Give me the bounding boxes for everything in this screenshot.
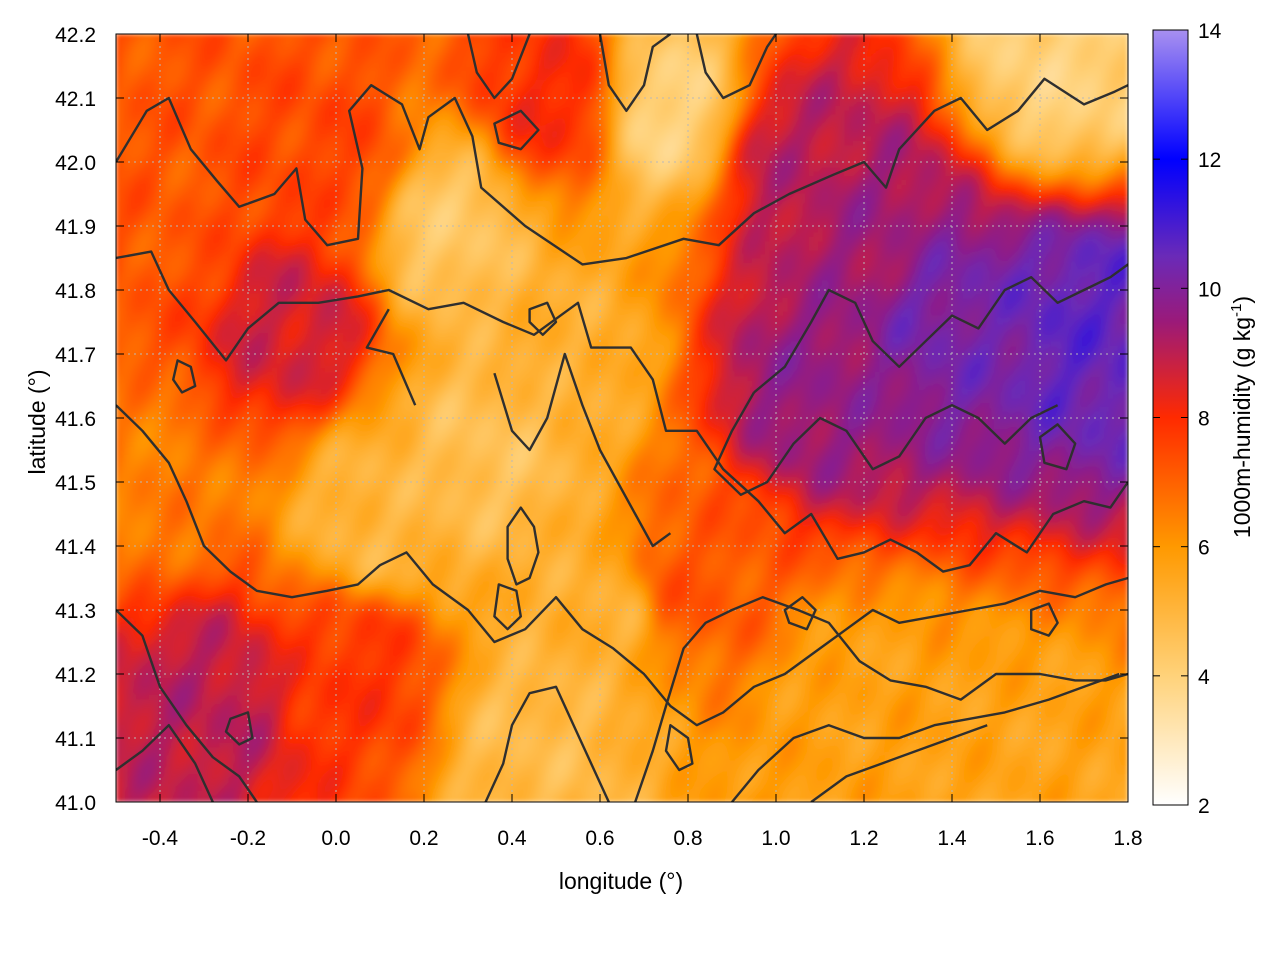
x-axis: -0.4 -0.2 0.0 0.2 0.4 0.6 0.8 1.0 1.2 1.4 1.6 1.8 bbox=[142, 34, 1143, 850]
y-tick-label: 41.2 bbox=[55, 664, 96, 687]
x-tick-label: -0.2 bbox=[230, 827, 266, 850]
colorbar-tick-label: 12 bbox=[1198, 149, 1221, 172]
x-tick-label: 0.0 bbox=[321, 827, 350, 850]
contour-line bbox=[695, 34, 777, 100]
colorbar-tick-label: 6 bbox=[1198, 537, 1210, 560]
contour-loop bbox=[493, 583, 522, 631]
contour-line bbox=[116, 609, 258, 802]
contour-line bbox=[116, 404, 1128, 727]
colorbar-tick-label: 2 bbox=[1198, 795, 1210, 818]
contour-loop bbox=[1030, 602, 1059, 637]
x-tick-label: 0.2 bbox=[409, 827, 438, 850]
contour-loop bbox=[493, 109, 540, 151]
contour-line bbox=[116, 724, 214, 802]
contour-line bbox=[493, 352, 672, 548]
y-axis: 41.0 41.1 41.2 41.3 41.4 41.5 41.6 41.7 41.8 41.9… bbox=[55, 24, 1128, 815]
y-tick-label: 41.0 bbox=[55, 792, 96, 815]
x-tick-label: 0.8 bbox=[673, 827, 702, 850]
colorbar-tick-label: 4 bbox=[1198, 666, 1210, 689]
y-tick-label: 41.7 bbox=[55, 344, 96, 367]
y-tick-label: 42.1 bbox=[55, 88, 96, 111]
contour-line bbox=[484, 685, 610, 802]
contour-line bbox=[753, 263, 1128, 394]
contour-line bbox=[713, 391, 1059, 496]
x-tick-label: 0.4 bbox=[497, 827, 527, 850]
contour-line bbox=[116, 77, 1128, 266]
y-axis-label: latitude (°) bbox=[24, 369, 50, 474]
x-tick-label: 1.6 bbox=[1025, 827, 1054, 850]
contour-line bbox=[365, 308, 417, 406]
contour-line bbox=[598, 34, 672, 112]
contour-line bbox=[466, 34, 531, 100]
x-tick-label: 1.8 bbox=[1113, 827, 1142, 850]
y-tick-label: 41.9 bbox=[55, 216, 96, 239]
contour-loop bbox=[224, 711, 254, 746]
contour-line bbox=[731, 672, 1120, 802]
x-axis-label: longitude (°) bbox=[559, 868, 683, 894]
colorbar-label: 1000m-humidity (g kg-1) bbox=[1228, 296, 1255, 538]
y-tick-label: 41.5 bbox=[55, 472, 96, 495]
x-tick-label: 1.4 bbox=[937, 827, 967, 850]
plot-area bbox=[116, 34, 1128, 802]
contour-line bbox=[116, 250, 1128, 573]
y-tick-label: 41.8 bbox=[55, 280, 96, 303]
y-tick-label: 42.2 bbox=[55, 24, 96, 47]
contour-loop bbox=[1038, 423, 1077, 471]
contour-loop bbox=[528, 301, 558, 336]
contour-line bbox=[634, 596, 1128, 802]
y-tick-label: 42.0 bbox=[55, 152, 96, 175]
grid bbox=[116, 34, 1128, 802]
contour-loop bbox=[172, 359, 197, 394]
colorbar-tick-label: 10 bbox=[1198, 278, 1221, 301]
contour-loop bbox=[664, 724, 694, 772]
contour-loop bbox=[506, 506, 540, 586]
x-tick-label: 0.6 bbox=[585, 827, 614, 850]
x-tick-label: -0.4 bbox=[142, 827, 179, 850]
colorbar-tick-label: 8 bbox=[1198, 408, 1210, 431]
colorbar-label-superscript: -1 bbox=[1228, 304, 1245, 317]
y-tick-label: 41.3 bbox=[55, 600, 96, 623]
colorbar-ticks: 2 4 6 8 10 12 14 bbox=[1153, 20, 1222, 818]
colorbar-tick-label: 14 bbox=[1198, 20, 1222, 43]
colorbar: 2 4 6 8 10 12 14 bbox=[1152, 20, 1222, 818]
y-tick-label: 41.6 bbox=[55, 408, 96, 431]
x-tick-label: 1.0 bbox=[761, 827, 790, 850]
contour-lines bbox=[116, 34, 1128, 802]
y-tick-label: 41.1 bbox=[55, 728, 96, 751]
x-tick-label: 1.2 bbox=[849, 827, 878, 850]
y-tick-label: 41.4 bbox=[55, 536, 96, 559]
contour-loop bbox=[783, 596, 817, 631]
contour-line bbox=[810, 724, 988, 802]
